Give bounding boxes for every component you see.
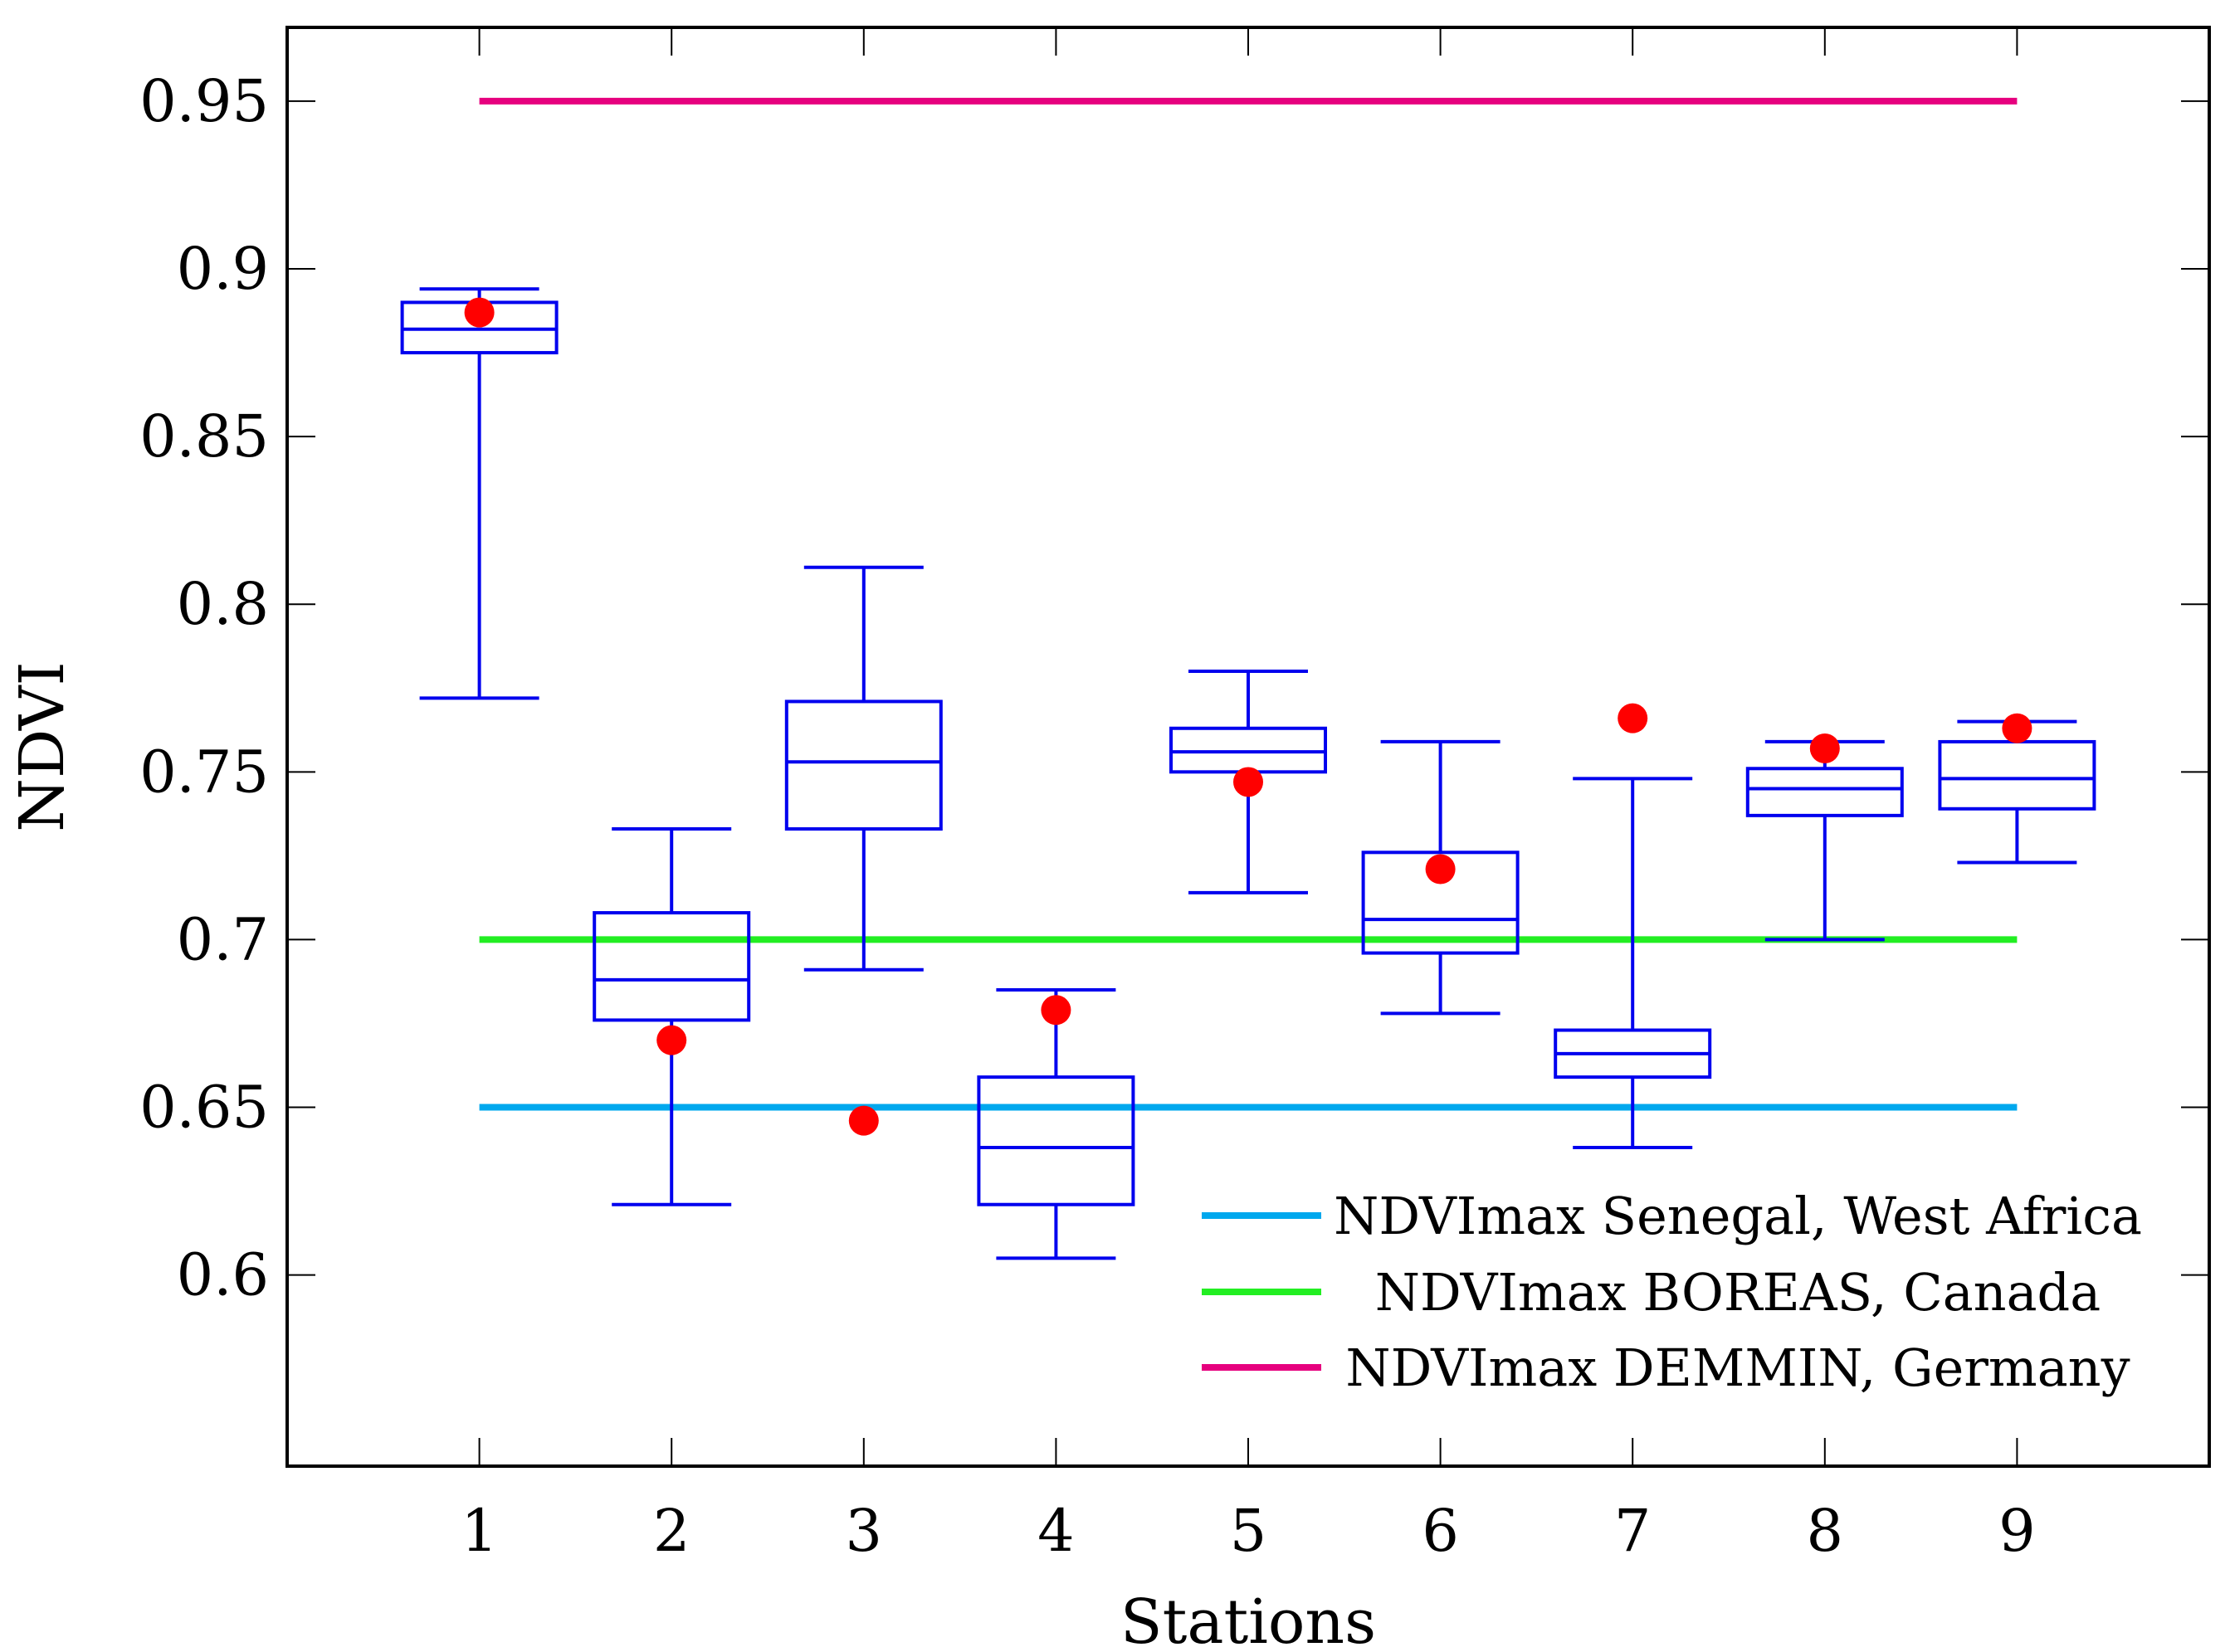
observation-point-3 (848, 1105, 879, 1136)
x-tick-label: 4 (1037, 1497, 1075, 1565)
legend-label: NDVImax DEMMIN, Germany (1345, 1338, 2130, 1398)
y-tick-label: 0.75 (139, 738, 269, 806)
legend-label: NDVImax Senegal, West Africa (1334, 1186, 2142, 1246)
y-tick-label: 0.8 (177, 570, 269, 638)
observation-point-1 (464, 297, 495, 328)
y-tick-label: 0.7 (177, 905, 269, 973)
legend-entry-3: NDVImax DEMMIN, Germany (1202, 1338, 2130, 1398)
x-tick-label: 6 (1422, 1497, 1459, 1565)
box-station-6 (1361, 739, 1520, 1016)
observation-point-8 (1809, 733, 1840, 764)
observation-point-5 (1233, 767, 1263, 797)
box-station-3 (784, 565, 943, 972)
x-axis-label: Stations (1120, 1586, 1376, 1652)
observation-point-7 (1618, 703, 1648, 733)
x-tick-label: 2 (653, 1497, 690, 1565)
y-tick-label: 0.85 (139, 402, 269, 470)
box-iqr (1361, 850, 1520, 955)
y-axis-label: NDVI (7, 661, 78, 831)
x-tick-label: 9 (1998, 1497, 2036, 1565)
box-station-4 (977, 988, 1135, 1260)
observation-point-9 (2002, 713, 2032, 743)
plot-content (400, 97, 2096, 1260)
legend-entry-2: NDVImax BOREAS, Canada (1202, 1262, 2101, 1323)
y-tick-label: 0.65 (139, 1074, 269, 1142)
x-tick-label: 7 (1614, 1497, 1652, 1565)
observation-point-6 (1425, 854, 1456, 884)
legend-label: NDVImax BOREAS, Canada (1375, 1262, 2101, 1323)
box-iqr (593, 911, 751, 1022)
x-tick-label: 5 (1230, 1497, 1267, 1565)
box-station-7 (1554, 777, 1712, 1150)
x-tick-label: 8 (1807, 1497, 1844, 1565)
box-station-1 (400, 287, 559, 700)
legend: NDVImax Senegal, West Africa NDVImax BORE… (1202, 1186, 2142, 1398)
x-tick-label: 3 (846, 1497, 883, 1565)
axis-ticks: 0.6 0.65 0.7 0.75 0.8 0.85 0.9 0.95 1 2 3 4 5 6 7 8 9 (139, 27, 2209, 1565)
y-tick-label: 0.95 (139, 67, 269, 135)
box-iqr (784, 699, 943, 831)
x-tick-label: 1 (461, 1497, 498, 1565)
observation-point-2 (656, 1025, 687, 1055)
box-station-2 (593, 827, 751, 1206)
box-iqr (1745, 767, 1904, 817)
y-tick-label: 0.6 (177, 1241, 269, 1309)
box-iqr (977, 1075, 1135, 1206)
observation-point-4 (1041, 995, 1071, 1026)
y-tick-label: 0.9 (177, 235, 269, 303)
legend-entry-1: NDVImax Senegal, West Africa (1202, 1186, 2142, 1246)
